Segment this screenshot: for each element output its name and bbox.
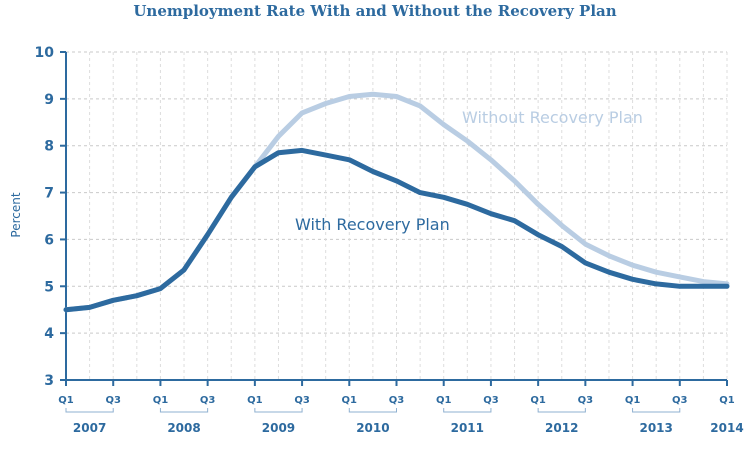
year-label: 2007	[73, 421, 106, 435]
without-recovery-plan-label: Without Recovery Plan	[462, 108, 643, 127]
year-label: 2012	[545, 421, 578, 435]
chart-title: Unemployment Rate With and Without the R…	[133, 2, 617, 20]
series	[63, 91, 730, 313]
y-tick-label: 4	[44, 326, 54, 342]
y-tick-label: 6	[44, 232, 54, 248]
year-bracket	[348, 408, 397, 413]
x-tick-label: Q1	[342, 395, 358, 406]
year-label: 2009	[262, 421, 295, 435]
year-bracket	[632, 408, 681, 413]
y-tick-label: 10	[35, 45, 55, 61]
year-bracket	[537, 408, 586, 413]
labels: 3 4 5 6 7 8 9 10 Q1 Q3 Q1 Q3 Q1 Q3 Q1 Q3 Q1 Q3 Q1 Q3 Q1 Q3 Q1 2…	[35, 45, 744, 435]
x-tick-label: Q1	[719, 395, 735, 406]
y-tick-label: 5	[44, 279, 54, 295]
y-tick-label: 8	[44, 139, 54, 155]
y-tick-label: 3	[44, 373, 54, 389]
x-tick-label: Q1	[625, 395, 641, 406]
axes	[60, 51, 728, 413]
x-tick-label: Q1	[436, 395, 452, 406]
year-label: 2010	[356, 421, 389, 435]
x-tick-label: Q3	[483, 395, 499, 406]
gridlines	[66, 51, 728, 380]
x-tick-label: Q1	[530, 395, 546, 406]
x-tick-label: Q1	[247, 395, 263, 406]
year-bracket	[443, 408, 492, 413]
x-tick-label: Q1	[58, 395, 74, 406]
x-tick-label: Q3	[200, 395, 216, 406]
year-bracket	[65, 408, 114, 413]
x-tick-label: Q3	[294, 395, 310, 406]
with-recovery-plan-label: With Recovery Plan	[295, 215, 450, 234]
y-tick-label: 9	[44, 92, 54, 108]
x-tick-label: Q3	[672, 395, 688, 406]
y-tick-label: 7	[44, 186, 54, 202]
y-axis-label: Percent	[9, 192, 23, 237]
year-bracket	[159, 408, 209, 413]
x-tick-label: Q3	[105, 395, 121, 406]
x-tick-label: Q1	[153, 395, 169, 406]
year-bracket	[254, 408, 303, 413]
year-label: 2008	[167, 421, 200, 435]
x-tick-label: Q3	[389, 395, 405, 406]
with-recovery-plan-line	[63, 147, 730, 313]
x-tick-label: Q3	[578, 395, 594, 406]
year-label: 2014	[710, 421, 743, 435]
year-label: 2013	[639, 421, 672, 435]
year-label: 2011	[451, 421, 484, 435]
